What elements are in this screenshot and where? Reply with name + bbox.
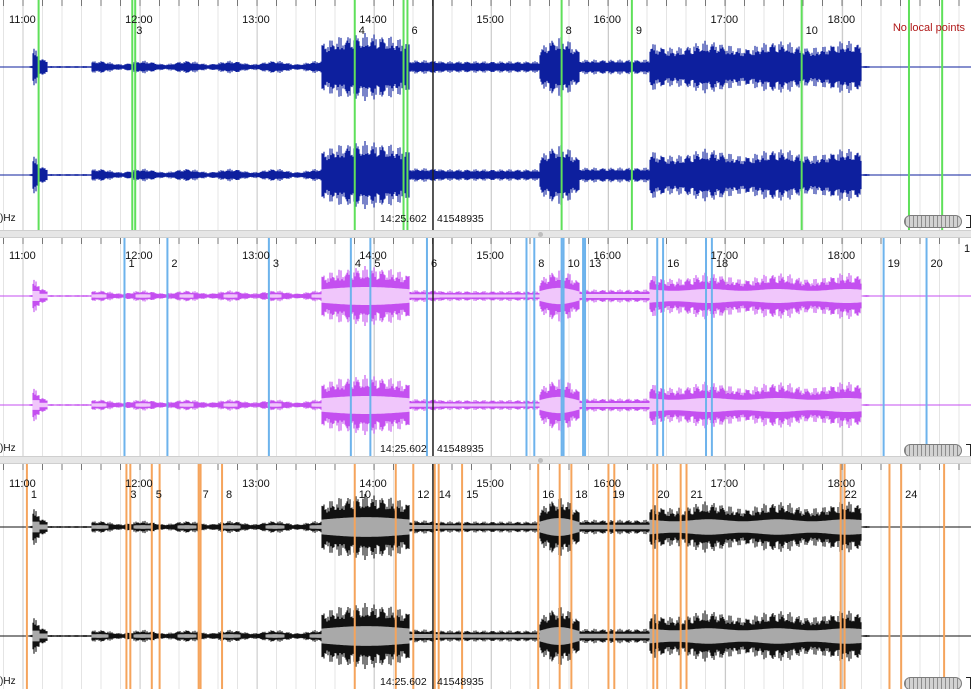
marker-label[interactable]: 22 bbox=[844, 489, 857, 501]
cursor-time: 14:25.602 bbox=[380, 213, 427, 225]
scrollbar-end-cap[interactable] bbox=[966, 444, 971, 456]
marker-label[interactable]: 8 bbox=[538, 258, 545, 270]
marker-label[interactable]: 21 bbox=[690, 489, 703, 501]
time-tick-label: 13:00 bbox=[242, 14, 270, 26]
time-tick-label: 11:00 bbox=[9, 14, 36, 26]
frequency-label: )Hz bbox=[0, 443, 16, 454]
marker-label[interactable]: 9 bbox=[635, 25, 642, 37]
marker-label[interactable]: 2 bbox=[171, 258, 178, 270]
marker-label[interactable]: 6 bbox=[430, 258, 438, 270]
time-tick-label: 16:00 bbox=[593, 14, 621, 26]
marker-label[interactable]: 1 bbox=[128, 258, 135, 270]
waveform-canvas-1[interactable] bbox=[0, 0, 971, 230]
time-tick-label: 14:00 bbox=[359, 478, 387, 490]
waveform-canvas-3[interactable] bbox=[0, 464, 971, 689]
time-tick-label: 17:00 bbox=[710, 250, 739, 262]
time-tick-label: 13:00 bbox=[242, 478, 270, 490]
marker-label[interactable]: 4 bbox=[354, 258, 361, 270]
waveform-pane-3[interactable]: 11:00 12:00 13:00 14:00 15:00 16:00 17:00 18:00… bbox=[0, 464, 971, 689]
marker-label[interactable]: 24 bbox=[905, 489, 918, 501]
horizontal-scrollbar-thumb[interactable] bbox=[904, 444, 962, 456]
marker-label[interactable]: 1 bbox=[30, 489, 38, 501]
marker-label[interactable]: 3 bbox=[136, 25, 143, 37]
marker-label[interactable]: 10 bbox=[805, 25, 818, 37]
marker-label[interactable]: 14 bbox=[438, 489, 452, 501]
sample-count: 41548935 bbox=[437, 443, 484, 455]
marker-label[interactable]: 3 bbox=[130, 489, 137, 501]
horizontal-scrollbar-thumb[interactable] bbox=[904, 677, 962, 689]
time-tick-label: 15:00 bbox=[476, 478, 504, 490]
time-tick-label: 18:00 bbox=[827, 478, 856, 490]
marker-label[interactable]: 16 bbox=[667, 258, 680, 270]
marker-label[interactable]: 18 bbox=[715, 258, 729, 270]
waveform-rms-1 bbox=[32, 517, 862, 537]
pane-divider-1[interactable] bbox=[0, 230, 971, 238]
marker-label[interactable]: 3 bbox=[272, 258, 279, 270]
marker-label[interactable]: 15 bbox=[466, 489, 479, 501]
marker-label[interactable]: 10 bbox=[567, 258, 580, 270]
time-tick-label: 17:00 bbox=[710, 478, 739, 490]
divider-grip-icon[interactable] bbox=[538, 458, 543, 463]
time-tick-label: 12:00 bbox=[125, 478, 153, 490]
time-tick-label: 14:00 bbox=[359, 14, 387, 26]
waveform-rms-1 bbox=[32, 287, 862, 305]
waveform-rms-2 bbox=[32, 396, 862, 414]
marker-label[interactable]: 4 bbox=[358, 25, 365, 37]
time-tick-label: 11:00 bbox=[9, 250, 36, 262]
cursor-time: 14:25.602 bbox=[380, 443, 427, 455]
horizontal-scrollbar-thumb[interactable] bbox=[904, 215, 962, 228]
waveform-pane-1[interactable]: 11:00 12:00 13:00 14:00 15:00 16:00 17:00 18:00… bbox=[0, 0, 971, 230]
time-tick-label: 13:00 bbox=[242, 250, 270, 262]
marker-label[interactable]: 13 bbox=[589, 258, 602, 270]
marker-label[interactable]: 20 bbox=[930, 258, 943, 270]
time-tick-label: 16:00 bbox=[593, 478, 621, 490]
scrollbar-end-cap[interactable] bbox=[966, 215, 971, 228]
waveform-channel-1 bbox=[29, 33, 870, 101]
sample-count: 41548935 bbox=[437, 213, 484, 225]
cursor-time: 14:25.602 bbox=[380, 676, 427, 688]
time-tick-label: 12:00 bbox=[125, 250, 153, 262]
marker-label[interactable]: 5 bbox=[374, 258, 381, 270]
no-local-points-notice: No local points bbox=[892, 22, 965, 34]
time-tick-label: 18:00 bbox=[827, 250, 856, 262]
time-tick-label: 15:00 bbox=[476, 14, 504, 26]
marker-label[interactable]: 18 bbox=[575, 489, 588, 501]
time-tick-label: 14:00 bbox=[359, 250, 387, 262]
waveform-rms-2 bbox=[32, 626, 862, 646]
marker-label[interactable]: 6 bbox=[411, 25, 418, 37]
divider-grip-icon[interactable] bbox=[538, 232, 543, 237]
sample-count: 41548935 bbox=[437, 676, 484, 688]
time-tick-label: 17:00 bbox=[710, 14, 739, 26]
time-tick-label: 18:00 bbox=[827, 14, 856, 26]
waveform-channel-2 bbox=[29, 141, 870, 209]
frequency-label: )Hz bbox=[0, 213, 16, 224]
marker-label[interactable]: 5 bbox=[155, 489, 162, 501]
marker-label[interactable]: 20 bbox=[657, 489, 670, 501]
marker-label[interactable]: 10 bbox=[358, 489, 371, 501]
marker-label[interactable]: 8 bbox=[565, 25, 572, 37]
marker-label[interactable]: 12 bbox=[417, 489, 430, 501]
marker-label[interactable]: 7 bbox=[202, 489, 209, 501]
frequency-label: )Hz bbox=[0, 676, 16, 687]
time-tick-label: 12:00 bbox=[125, 14, 153, 26]
waveform-pane-2[interactable]: 11:00 12:00 13:00 14:00 15:00 16:00 17:00 18:00… bbox=[0, 238, 971, 456]
marker-label[interactable]: 16 bbox=[542, 489, 555, 501]
waveform-canvas-2[interactable] bbox=[0, 238, 971, 456]
time-tick-label: 15:00 bbox=[476, 250, 504, 262]
pane-divider-2[interactable] bbox=[0, 456, 971, 464]
scrollbar-end-cap[interactable] bbox=[966, 677, 971, 689]
marker-label[interactable]: 19 bbox=[887, 258, 900, 270]
time-tick-label: 11:00 bbox=[9, 478, 36, 490]
time-tick-label: 16:00 bbox=[593, 250, 621, 262]
marker-label[interactable]: 19 bbox=[612, 489, 625, 501]
marker-label[interactable]: 8 bbox=[226, 489, 233, 501]
marker-label[interactable]: 1 bbox=[964, 243, 971, 255]
